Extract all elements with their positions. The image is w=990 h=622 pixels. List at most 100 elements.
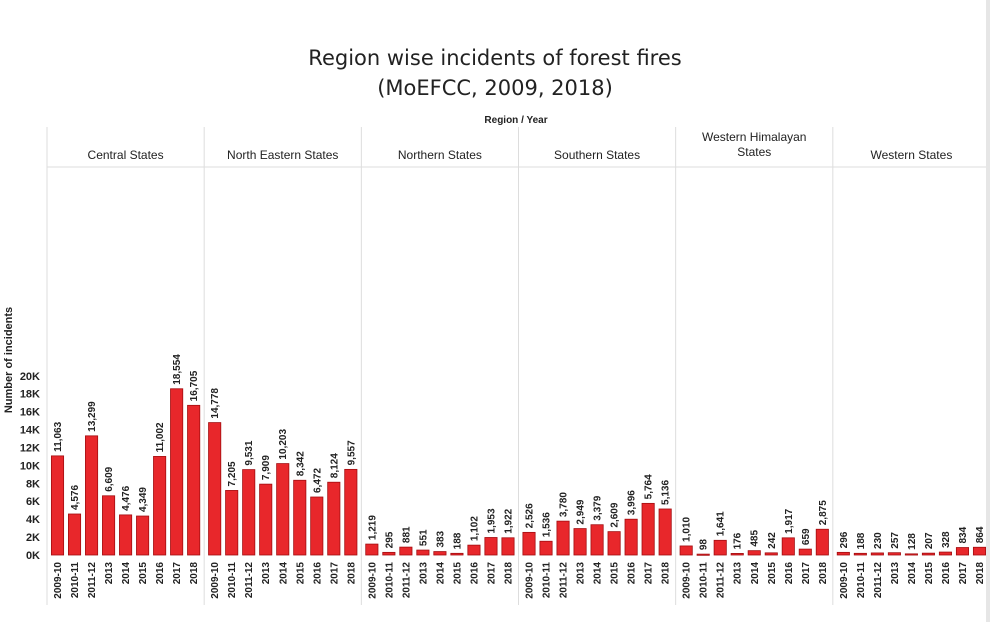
bar-1-7: [327, 481, 341, 556]
data-label: 1,102: [469, 516, 480, 541]
bar-1-6: [310, 496, 324, 556]
bar-0-5: [136, 515, 150, 556]
data-label: 295: [384, 531, 395, 548]
bar-5-4: [904, 553, 918, 556]
x-tick-label: 2011-12: [401, 562, 412, 599]
x-tick-label: 2016: [941, 562, 952, 585]
bar-4-1: [696, 553, 710, 556]
bar-0-3: [102, 495, 116, 556]
bar-0-0: [50, 455, 65, 556]
data-label: 8,342: [295, 451, 306, 476]
data-label: 3,780: [559, 492, 570, 517]
x-tick-label: 2009-10: [367, 562, 378, 599]
bar-1-1: [225, 490, 239, 556]
data-label: 207: [924, 532, 935, 549]
x-tick-label: 2015: [452, 562, 463, 585]
x-tick-label: 2018: [503, 562, 514, 585]
bar-0-8: [187, 404, 201, 556]
x-tick-label: 2015: [767, 562, 778, 585]
x-tick-label: 2014: [750, 562, 761, 585]
data-label: 98: [699, 539, 710, 551]
data-label: 1,922: [503, 508, 514, 533]
bar-5-5: [921, 552, 935, 556]
data-label: 7,205: [227, 461, 238, 486]
bar-4-5: [764, 552, 778, 556]
bar-3-7: [641, 502, 655, 556]
x-tick-label: 2013: [261, 562, 272, 585]
bar-2-5: [450, 552, 464, 556]
data-label: 11,063: [53, 421, 64, 451]
bar-0-7: [170, 388, 184, 556]
bar-5-8: [972, 546, 987, 556]
bar-3-2: [556, 520, 570, 556]
y-tick-label: 10K: [20, 460, 40, 472]
data-label: 5,764: [644, 474, 655, 499]
bar-2-6: [467, 544, 481, 556]
y-tick-label: 14K: [20, 425, 40, 437]
bar-3-5: [607, 531, 621, 556]
bar-4-4: [747, 550, 761, 556]
data-label: 6,472: [312, 468, 323, 493]
bar-5-1: [853, 552, 867, 556]
data-label: 188: [452, 532, 463, 549]
x-tick-label: 2016: [469, 562, 480, 585]
data-label: 383: [435, 530, 446, 547]
bar-4-6: [781, 537, 795, 556]
bar-4-7: [798, 548, 812, 556]
bar-2-1: [382, 551, 396, 556]
bar-2-3: [416, 549, 430, 556]
x-tick-label: 2015: [924, 562, 935, 585]
x-tick-label: 2013: [890, 562, 901, 585]
bar-1-4: [276, 463, 290, 556]
data-label: 4,576: [70, 485, 81, 510]
x-tick-label: 2011-12: [716, 562, 727, 599]
x-tick-label: 2018: [189, 562, 200, 585]
bar-1-8: [344, 468, 358, 556]
x-tick-label: 2013: [733, 562, 744, 585]
data-label: 485: [750, 530, 761, 547]
x-tick-label: 2013: [418, 562, 429, 585]
bar-5-3: [887, 552, 901, 556]
data-label: 128: [907, 533, 918, 550]
x-tick-label: 2017: [958, 562, 969, 585]
data-label: 230: [873, 532, 884, 549]
x-tick-label: 2017: [801, 562, 812, 585]
x-tick-label: 2016: [784, 562, 795, 585]
bar-5-2: [870, 552, 884, 556]
window-edge: [986, 0, 990, 622]
data-label: 7,909: [261, 455, 272, 480]
region-header-4: Western Himalayan States: [702, 130, 806, 159]
data-label: 1,953: [486, 508, 497, 533]
x-tick-label: 2010-11: [70, 562, 81, 599]
region-header-3: Southern States: [554, 148, 640, 162]
x-tick-label: 2010-11: [384, 562, 395, 599]
bar-5-7: [955, 547, 969, 556]
x-tick-label: 2014: [907, 562, 918, 585]
x-tick-label: 2017: [329, 562, 340, 585]
bar-5-0: [836, 551, 850, 556]
data-label: 4,476: [121, 485, 132, 510]
data-label: 328: [941, 531, 952, 548]
x-tick-label: 2009-10: [210, 562, 221, 599]
y-tick-label: 20K: [20, 371, 40, 383]
data-label: 2,875: [818, 500, 829, 525]
bar-2-4: [433, 551, 447, 556]
y-tick-label: 6K: [26, 496, 40, 508]
bar-1-2: [242, 469, 256, 556]
x-tick-label: 2011-12: [559, 562, 570, 599]
data-label: 1,536: [542, 512, 553, 537]
bar-1-5: [293, 479, 307, 556]
data-label: 3,996: [627, 490, 638, 515]
x-tick-label: 2013: [104, 562, 115, 585]
data-label: 11,002: [155, 422, 166, 452]
data-label: 2,609: [610, 502, 621, 527]
data-label: 881: [401, 526, 412, 543]
bar-1-0: [208, 422, 222, 556]
x-tick-label: 2009-10: [839, 562, 850, 599]
region-header-5: Western States: [871, 148, 953, 162]
x-tick-label: 2018: [818, 562, 829, 585]
x-tick-label: 2010-11: [542, 562, 553, 599]
data-label: 1,641: [716, 511, 727, 536]
x-tick-label: 2011-12: [873, 562, 884, 599]
x-tick-label: 2014: [593, 562, 604, 585]
